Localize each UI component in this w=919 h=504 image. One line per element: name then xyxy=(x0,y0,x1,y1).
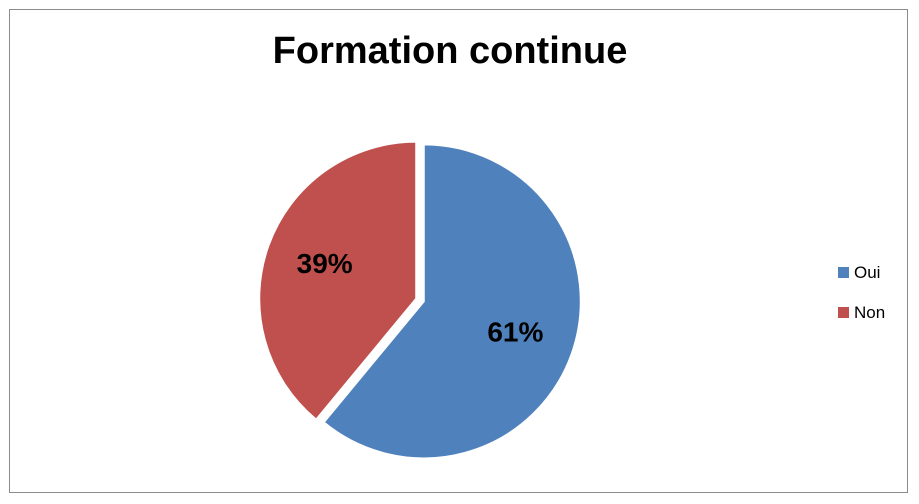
legend-swatch-oui xyxy=(838,267,849,278)
legend-label-non: Non xyxy=(854,302,886,322)
data-label-oui: 61% xyxy=(487,317,543,348)
legend: Oui Non xyxy=(838,262,885,342)
legend-item-oui: Oui xyxy=(838,262,885,283)
pie-slice-non xyxy=(258,140,418,422)
legend-item-non: Non xyxy=(838,302,885,323)
data-label-non: 39% xyxy=(297,248,353,279)
legend-swatch-non xyxy=(838,307,849,318)
pie-slice-oui xyxy=(322,143,582,460)
legend-label-oui: Oui xyxy=(854,262,881,282)
chart-title: Formation continue xyxy=(272,30,628,72)
